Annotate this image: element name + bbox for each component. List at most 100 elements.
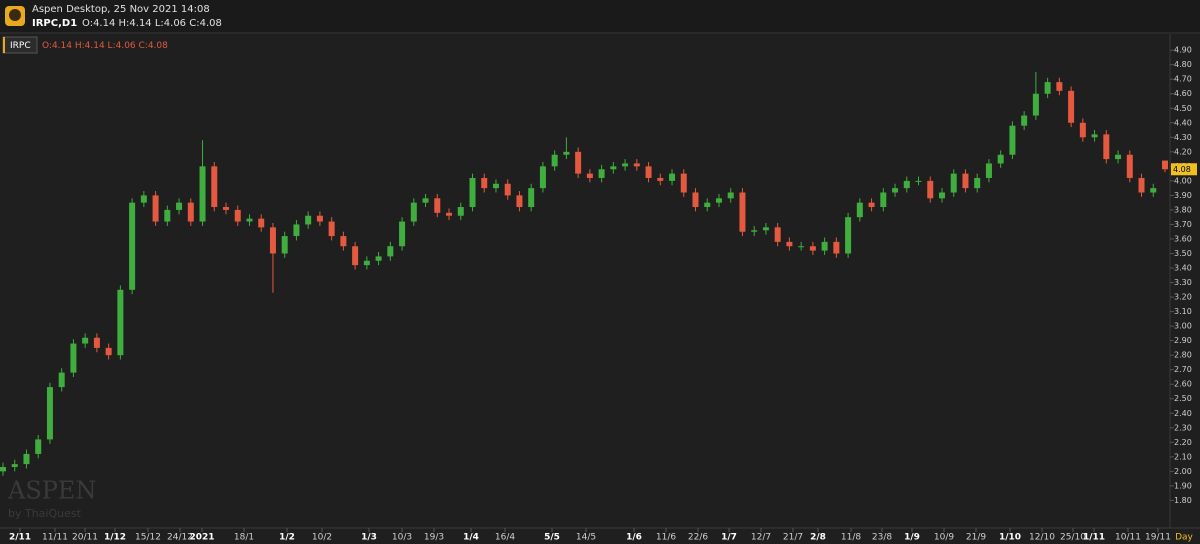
candle-body — [598, 169, 605, 178]
candle-body — [1138, 177, 1145, 193]
candle-body — [422, 198, 429, 203]
watermark-sub: by ThaiQuest — [8, 507, 82, 520]
candle-body — [551, 154, 558, 167]
candle-body — [410, 202, 417, 222]
y-tick-label: 2.50 — [1174, 394, 1192, 403]
y-tick-label: 2.70 — [1174, 365, 1192, 374]
x-tick-label: 15/12 — [135, 533, 161, 543]
x-tick-label: 1/6 — [626, 533, 642, 543]
x-tick-label: 1/4 — [463, 533, 479, 543]
candle-body — [387, 246, 394, 257]
y-tick-label: 3.40 — [1174, 264, 1192, 273]
candle-body — [762, 227, 769, 231]
candle-body — [575, 151, 582, 174]
candle-body — [117, 289, 124, 356]
candle-body — [316, 215, 323, 222]
candle-body — [187, 202, 194, 222]
x-tick-label: 12/7 — [751, 533, 771, 543]
candle-body — [281, 236, 288, 254]
price-tag-label: 4.08 — [1173, 165, 1191, 174]
candle-body — [246, 218, 253, 222]
legend-ohlc: O:4.14 H:4.14 L:4.06 C:4.08 — [42, 41, 168, 51]
x-tick-label: 11/6 — [656, 533, 676, 543]
candle-body — [868, 202, 875, 208]
candle-body — [446, 212, 453, 216]
candle-body — [105, 347, 112, 356]
candle-body — [152, 195, 159, 222]
candle-body — [950, 173, 957, 193]
candle-body — [727, 192, 734, 199]
candle-body — [504, 183, 511, 196]
candle-body — [516, 195, 523, 208]
x-tick-label: 20/11 — [72, 533, 98, 543]
candle-body — [821, 241, 828, 251]
window-title: Aspen Desktop, 25 Nov 2021 14:08 — [32, 4, 210, 15]
candle-body — [680, 173, 687, 193]
y-tick-label: 4.90 — [1174, 46, 1192, 55]
candle-body — [715, 198, 722, 203]
y-tick-label: 2.30 — [1174, 423, 1192, 432]
candle-body — [82, 337, 89, 344]
y-tick-label: 4.50 — [1174, 104, 1192, 113]
y-tick-label: 2.00 — [1174, 467, 1192, 476]
x-tick-label: 2/8 — [810, 533, 826, 543]
y-tick-label: 4.30 — [1174, 133, 1192, 142]
candle-body — [1021, 115, 1028, 126]
candle-body — [657, 177, 664, 181]
candle-body — [833, 241, 840, 254]
candle-body — [399, 221, 406, 247]
candle-body — [23, 453, 30, 465]
candle-body — [528, 188, 535, 208]
candle-body — [586, 173, 593, 178]
candle-body — [375, 256, 382, 261]
candle-body — [199, 166, 206, 222]
period-label: Day — [1175, 533, 1193, 543]
legend-accent — [3, 37, 5, 53]
candle-body — [1091, 134, 1098, 138]
y-tick-label: 4.40 — [1174, 118, 1192, 127]
x-tick-label: 11/8 — [841, 533, 861, 543]
candle-body — [880, 192, 887, 208]
candle-body — [692, 192, 699, 208]
candle-body — [481, 177, 488, 189]
symbol: IRPC,D1 — [32, 18, 77, 29]
candle-body — [176, 202, 183, 210]
y-tick-label: 2.80 — [1174, 351, 1192, 360]
title-bar — [0, 0, 1200, 32]
x-tick-label: 1/9 — [904, 533, 920, 543]
candle-body — [633, 163, 640, 167]
candle-body — [223, 207, 230, 210]
y-tick-label: 3.50 — [1174, 249, 1192, 258]
y-tick-label: 3.80 — [1174, 205, 1192, 214]
candle-body — [492, 183, 499, 189]
candle-body — [305, 215, 312, 225]
x-tick-label: 12/10 — [1029, 533, 1055, 543]
candle-body — [140, 195, 147, 203]
watermark: ASPEN — [7, 477, 96, 505]
y-tick-label: 3.20 — [1174, 293, 1192, 302]
candle-body — [46, 387, 53, 440]
x-tick-label: 21/7 — [783, 533, 803, 543]
candle-body — [915, 180, 922, 182]
candle-body — [962, 173, 969, 189]
candle-body — [11, 464, 18, 467]
x-tick-label: 11/11 — [42, 533, 68, 543]
y-tick-label: 1.80 — [1174, 496, 1192, 505]
y-tick-label: 2.90 — [1174, 336, 1192, 345]
candle-body — [856, 202, 863, 218]
candle-body — [892, 188, 899, 193]
candle-body — [1009, 125, 1016, 155]
y-tick-label: 3.60 — [1174, 234, 1192, 243]
candle-body — [539, 166, 546, 189]
y-tick-label: 1.90 — [1174, 481, 1192, 490]
candle-body — [622, 163, 629, 167]
candle-body — [1056, 82, 1063, 91]
legend-symbol: IRPC — [10, 41, 31, 51]
x-tick-label: 19/3 — [424, 533, 444, 543]
candle-body — [93, 337, 100, 348]
candle-body — [809, 246, 816, 251]
candle-body — [35, 439, 42, 454]
candle-body — [1115, 154, 1122, 160]
